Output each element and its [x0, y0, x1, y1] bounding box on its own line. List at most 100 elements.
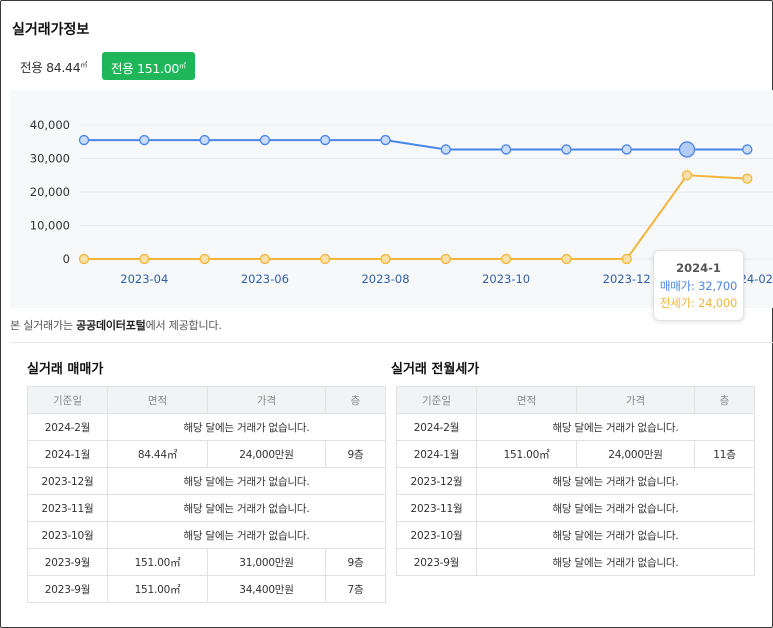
divider	[10, 342, 773, 343]
data-point-rent	[259, 253, 271, 265]
x-tick-label: 2023-04	[120, 272, 168, 286]
row-empty-note: 해당 달에는 거래가 없습니다.	[107, 494, 386, 522]
row-price: 31,000만원	[207, 548, 326, 576]
row-empty-note: 해당 달에는 거래가 없습니다.	[476, 467, 755, 495]
table-row: 2024-2월 해당 달에는 거래가 없습니다.	[27, 413, 386, 441]
row-date: 2023-12월	[396, 467, 477, 495]
row-price: 24,000만원	[207, 440, 326, 468]
row-price: 34,400만원	[207, 575, 326, 603]
column-header: 층	[694, 386, 755, 414]
area-tab-151-unit: ㎡	[179, 62, 186, 70]
row-empty-note: 해당 달에는 거래가 없습니다.	[107, 467, 386, 495]
rent-table-title: 실거래 전월세가	[391, 362, 480, 377]
tooltip-rent: 전세가: 24,000	[659, 296, 738, 310]
table-row: 2024-2월 해당 달에는 거래가 없습니다.	[396, 413, 755, 441]
row-empty-note: 해당 달에는 거래가 없습니다.	[476, 494, 755, 522]
row-date: 2024-1월	[27, 440, 108, 468]
area-tab-151-label: 전용 151.00	[111, 61, 180, 76]
data-point-sale	[199, 134, 210, 146]
row-floor: 11층	[694, 440, 755, 468]
data-point-sale	[320, 134, 331, 146]
table-row: 2023-10월 해당 달에는 거래가 없습니다.	[396, 521, 755, 549]
price-chart[interactable]: 40,000 30,000 20,000 10,000 0 2023-04 2023-06 2…	[10, 90, 773, 321]
table-row: 2023-11월 해당 달에는 거래가 없습니다.	[27, 494, 386, 522]
source-note: 본 실거래가는 공공데이터포털에서 제공합니다.	[10, 317, 222, 333]
sale-table: 기준일 면적 가격 층 2024-2월 해당 달에는 거래가 없습니다. 2024-1월 8…	[27, 386, 386, 603]
series-line-sale	[84, 139, 748, 151]
column-header: 층	[325, 386, 386, 414]
column-header: 기준일	[396, 386, 477, 414]
data-point-rent	[500, 253, 512, 265]
row-floor: 7층	[325, 575, 386, 603]
source-prefix: 본 실거래가는	[10, 319, 77, 332]
row-date: 2023-12월	[27, 467, 108, 495]
series-line-rent	[84, 174, 748, 260]
data-point-rent	[139, 253, 150, 265]
table-row: 2023-9월 151.00㎡ 34,400만원 7층	[27, 575, 386, 603]
x-tick-label: 2023-08	[361, 272, 409, 286]
table-row: 2024-1월 84.44㎡ 24,000만원 9층	[27, 440, 386, 468]
table-row: 2023-12월 해당 달에는 거래가 없습니다.	[396, 467, 755, 495]
table-row: 2023-9월 151.00㎡ 31,000만원 9층	[27, 548, 386, 576]
x-tick-label: 2023-06	[241, 272, 289, 286]
sale-table-header: 기준일 면적 가격 층	[27, 386, 386, 414]
rent-table: 기준일 면적 가격 층 2024-2월 해당 달에는 거래가 없습니다. 2024-1월 1…	[396, 386, 755, 576]
data-point-sale	[500, 144, 512, 155]
row-date: 2024-2월	[396, 413, 477, 441]
data-point-rent	[199, 253, 210, 265]
row-empty-note: 해당 달에는 거래가 없습니다.	[476, 521, 755, 549]
area-tab-84-label: 전용 84.44	[20, 60, 81, 75]
area-tab-84-unit: ㎡	[80, 61, 88, 69]
row-date: 2024-1월	[396, 440, 477, 468]
data-point-rent	[742, 173, 753, 184]
chart-tooltip: 2024-1 매매가: 32,700 전세가: 24,000	[653, 250, 744, 321]
data-point-rent	[440, 253, 451, 265]
row-date: 2023-11월	[396, 494, 477, 522]
row-area: 151.00㎡	[107, 575, 208, 603]
y-tick-label: 20,000	[30, 185, 70, 199]
x-tick-label: 2023-10	[482, 272, 530, 286]
data-point-rent	[621, 253, 632, 265]
row-date: 2023-9월	[396, 548, 477, 576]
area-tab-84[interactable]: 전용 84.44㎡	[20, 57, 87, 76]
data-point-sale	[742, 144, 753, 155]
data-point-rent	[78, 253, 90, 265]
table-row: 2023-12월 해당 달에는 거래가 없습니다.	[27, 467, 386, 495]
row-empty-note: 해당 달에는 거래가 없습니다.	[476, 548, 755, 576]
data-point-sale	[139, 134, 150, 146]
y-tick-label: 10,000	[30, 219, 70, 233]
row-empty-note: 해당 달에는 거래가 없습니다.	[107, 413, 386, 441]
row-area: 84.44㎡	[107, 440, 208, 468]
column-header: 가격	[576, 386, 695, 414]
y-tick-label: 0	[63, 252, 70, 266]
data-point-sale	[78, 134, 90, 146]
data-point-sale	[561, 144, 572, 155]
table-row: 2023-11월 해당 달에는 거래가 없습니다.	[396, 494, 755, 522]
row-area: 151.00㎡	[476, 440, 577, 468]
column-header: 면적	[107, 386, 208, 414]
area-tab-151[interactable]: 전용 151.00㎡	[102, 52, 195, 80]
table-row: 2023-10월 해당 달에는 거래가 없습니다.	[27, 521, 386, 549]
row-date: 2024-2월	[27, 413, 108, 441]
y-tick-label: 30,000	[30, 152, 70, 166]
row-floor: 9층	[325, 548, 386, 576]
tooltip-sale: 매매가: 32,700	[659, 279, 738, 293]
data-point-rent	[561, 253, 572, 265]
rent-table-header: 기준일 면적 가격 층	[396, 386, 755, 414]
data-point-sale	[678, 141, 696, 158]
table-row: 2024-1월 151.00㎡ 24,000만원 11층	[396, 440, 755, 468]
column-header: 가격	[207, 386, 326, 414]
column-header: 기준일	[27, 386, 108, 414]
data-point-rent	[320, 253, 331, 265]
y-tick-label: 40,000	[30, 118, 70, 132]
row-date: 2023-10월	[396, 521, 477, 549]
data-point-sale	[259, 134, 271, 146]
row-floor: 9층	[325, 440, 386, 468]
sale-table-title: 실거래 매매가	[27, 362, 104, 377]
row-date: 2023-10월	[27, 521, 108, 549]
source-suffix: 에서 제공합니다.	[145, 319, 222, 332]
row-date: 2023-11월	[27, 494, 108, 522]
column-header: 면적	[476, 386, 577, 414]
row-empty-note: 해당 달에는 거래가 없습니다.	[476, 413, 755, 441]
data-point-rent	[681, 170, 693, 181]
